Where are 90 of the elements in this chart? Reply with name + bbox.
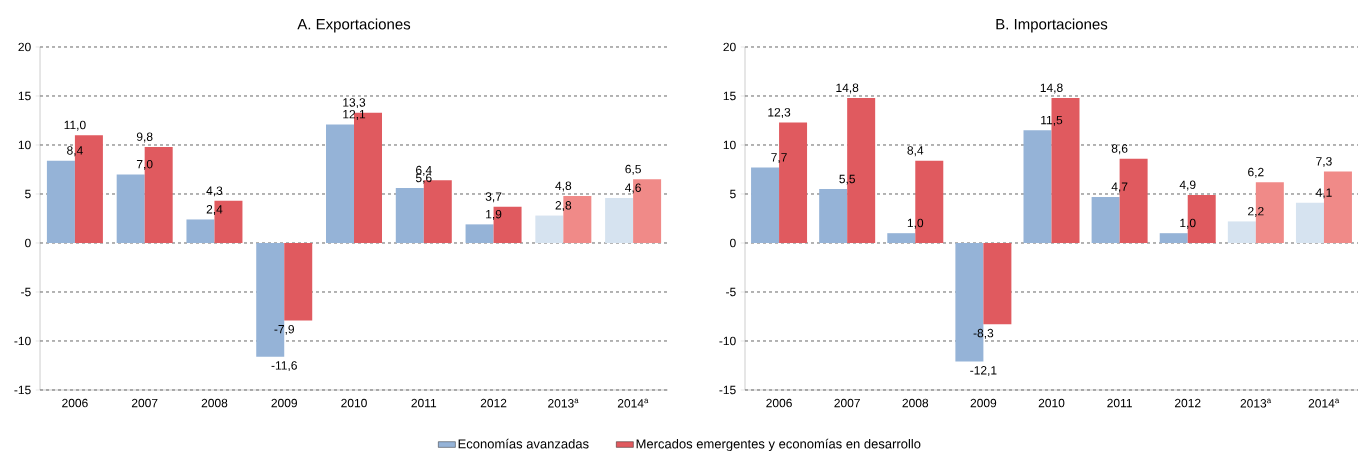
bar — [605, 197, 634, 243]
data-label: 5,5 — [839, 174, 855, 185]
bar — [46, 160, 75, 243]
data-label: 12,3 — [768, 108, 791, 118]
bar — [1227, 221, 1256, 243]
data-label: 7,3 — [1316, 157, 1332, 167]
bar — [395, 188, 424, 243]
data-label: 3,7 — [485, 192, 502, 203]
x-tick-label: 2009 — [970, 398, 997, 408]
x-tick-label: 2007 — [131, 398, 158, 408]
bar — [751, 167, 780, 243]
data-label: 4,6 — [625, 183, 641, 194]
data-label: 11,0 — [64, 120, 86, 131]
data-label: -12,1 — [970, 366, 997, 377]
y-tick-label: 5 — [730, 189, 736, 199]
x-tick-label: 2011 — [411, 398, 437, 408]
data-label: 4,7 — [1111, 182, 1128, 193]
x-tick-label: 2009 — [271, 398, 297, 408]
data-label: 1,0 — [907, 218, 924, 229]
bar — [116, 174, 145, 243]
x-tick-label: 2012 — [480, 398, 507, 408]
data-label: 2,4 — [206, 205, 223, 215]
x-tick-label: 2010 — [341, 398, 367, 408]
y-tick-label: 0 — [25, 238, 31, 248]
data-label: 4,1 — [1315, 188, 1332, 199]
bar — [1091, 196, 1120, 243]
x-tick-label: 2011 — [1107, 398, 1132, 408]
data-label: 7,7 — [771, 153, 787, 163]
data-label: 14,8 — [1040, 83, 1063, 94]
y-tick-label: -15 — [719, 385, 736, 395]
bar — [887, 233, 916, 243]
data-label: 4,8 — [555, 181, 572, 192]
bar — [1295, 202, 1324, 243]
y-tick-label: -10 — [719, 336, 736, 346]
bar — [465, 224, 494, 243]
chart-title: B. Importaciones — [996, 18, 1108, 33]
bar — [186, 219, 215, 243]
data-label: 14,8 — [836, 83, 859, 94]
data-label: 8,6 — [1111, 144, 1128, 155]
data-label: 2,2 — [1248, 206, 1264, 217]
data-label: 6,2 — [1248, 167, 1264, 178]
data-label: -7,9 — [274, 324, 294, 335]
data-label: 7,0 — [136, 159, 153, 170]
legend-label: Mercados emergentes y economías en desarrollo — [636, 438, 921, 452]
legend-label: Economías avanzadas — [458, 438, 589, 449]
bar — [326, 124, 355, 243]
y-tick-label: 15 — [723, 91, 736, 101]
y-tick-label: -15 — [14, 385, 31, 395]
x-tick-label: 2006 — [766, 398, 792, 408]
bar — [535, 215, 564, 243]
y-tick-label: 5 — [25, 189, 31, 199]
x-tick-label: 2013$^{a}$ — [1240, 398, 1272, 408]
bar — [1023, 130, 1052, 243]
x-tick-label: 2007 — [834, 398, 860, 408]
y-tick-label: 0 — [730, 238, 736, 248]
y-tick-label: -10 — [14, 336, 31, 346]
y-tick-label: -5 — [21, 287, 31, 297]
data-label: 4,9 — [1179, 180, 1196, 191]
data-label: 4,3 — [206, 186, 223, 197]
x-tick-label: 2010 — [1038, 398, 1065, 408]
data-label: -8,3 — [973, 328, 994, 339]
chart-title: A. Exportaciones — [297, 18, 411, 33]
data-label: 8,4 — [67, 146, 83, 157]
bar — [284, 242, 313, 321]
data-label: 8,4 — [907, 146, 924, 157]
data-label: 1,9 — [486, 209, 502, 220]
x-tick-label: 2006 — [62, 398, 88, 408]
y-tick-label: 20 — [723, 42, 736, 52]
bar — [983, 242, 1012, 325]
x-tick-label: 2012 — [1174, 398, 1201, 408]
data-label: 12,1 — [343, 109, 366, 120]
data-label: 11,5 — [1041, 115, 1063, 126]
y-tick-label: 10 — [723, 140, 736, 150]
data-label: 2,8 — [555, 201, 572, 212]
y-tick-label: 20 — [18, 42, 31, 52]
data-label: 13,3 — [343, 98, 366, 109]
bar — [819, 189, 848, 243]
data-label: -11,6 — [271, 361, 297, 372]
y-tick-label: 10 — [18, 140, 31, 150]
data-label: 9,8 — [136, 132, 153, 143]
y-tick-label: -5 — [726, 287, 736, 297]
y-tick-label: 15 — [18, 91, 31, 101]
x-tick-label: 2014$^{a}$ — [1308, 398, 1340, 408]
x-tick-label: 2008 — [902, 398, 929, 408]
data-label: 1,0 — [1180, 218, 1196, 229]
data-label: 6,5 — [625, 164, 641, 175]
x-tick-label: 2013$^{a}$ — [548, 398, 579, 408]
x-tick-label: 2008 — [201, 398, 228, 408]
bar — [1159, 233, 1188, 243]
x-tick-label: 2014$^{a}$ — [617, 398, 649, 408]
